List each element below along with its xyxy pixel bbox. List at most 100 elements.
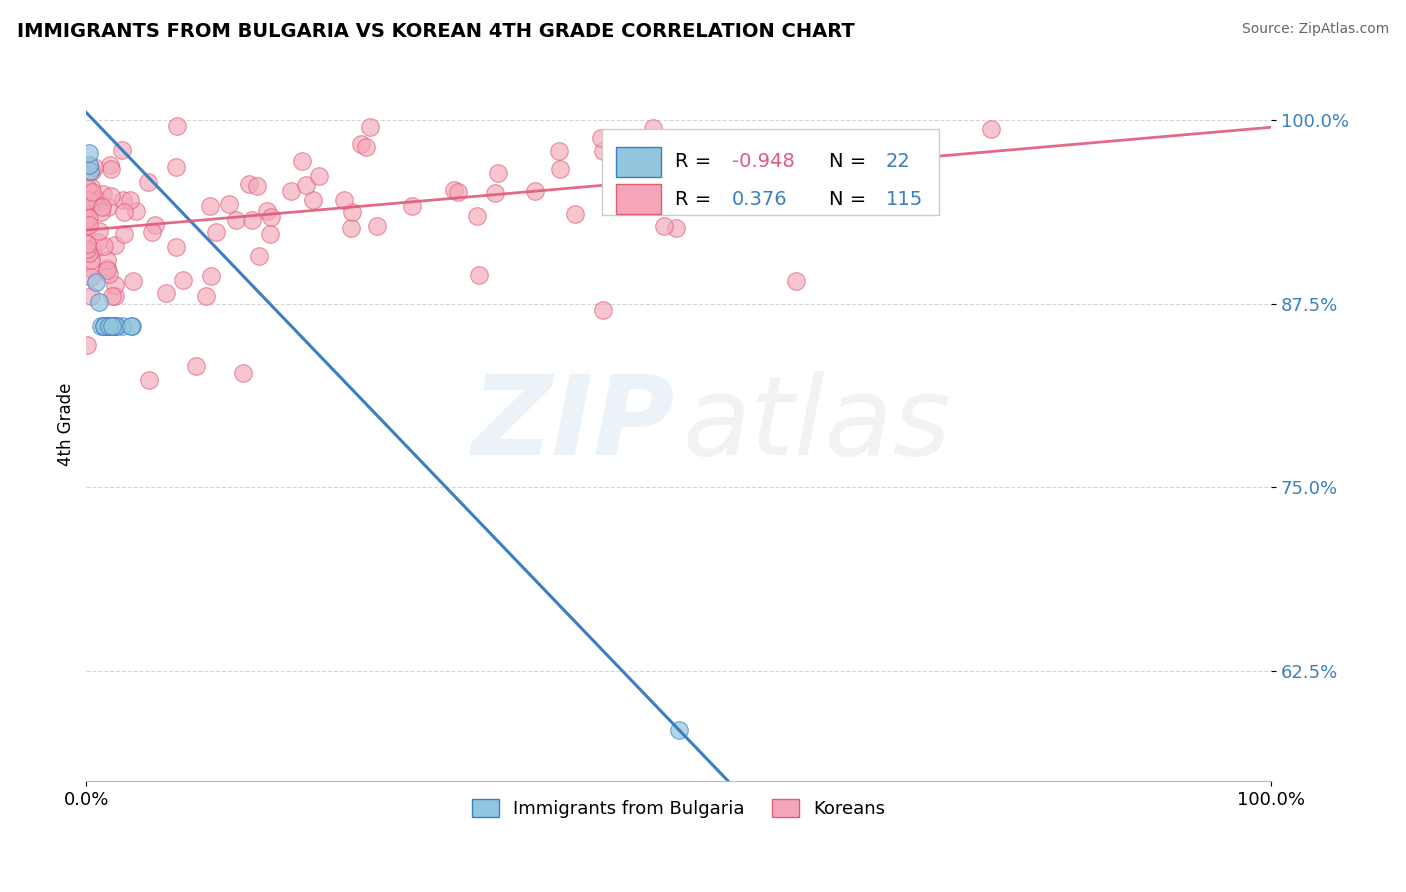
- Point: [98, 158, 121, 172]
- Point: [76, 181, 98, 195]
- Point: [77, 211, 100, 225]
- Point: [550, 162, 572, 177]
- Point: [636, 161, 658, 176]
- Point: [93, 318, 115, 333]
- Point: [87, 294, 110, 309]
- Point: [96, 261, 118, 276]
- Point: [86, 275, 108, 289]
- Point: [172, 273, 194, 287]
- Point: [340, 205, 363, 219]
- Point: [91, 201, 114, 215]
- Point: [238, 177, 260, 191]
- Legend: Immigrants from Bulgaria, Koreans: Immigrants from Bulgaria, Koreans: [464, 791, 893, 825]
- Point: [80, 199, 103, 213]
- Point: [112, 227, 135, 241]
- Point: [592, 302, 614, 317]
- Bar: [616, 185, 661, 214]
- Point: [484, 186, 506, 200]
- Text: IMMIGRANTS FROM BULGARIA VS KOREAN 4TH GRADE CORRELATION CHART: IMMIGRANTS FROM BULGARIA VS KOREAN 4TH G…: [17, 22, 855, 41]
- Point: [77, 193, 100, 207]
- Point: [465, 209, 488, 223]
- Point: [98, 318, 121, 333]
- Point: [980, 121, 1002, 136]
- Point: [77, 158, 100, 172]
- Point: [89, 224, 111, 238]
- Text: N =: N =: [830, 152, 873, 171]
- Point: [218, 196, 240, 211]
- Point: [112, 205, 135, 219]
- Point: [650, 164, 672, 178]
- Point: [350, 137, 373, 152]
- Point: [76, 180, 98, 194]
- Point: [93, 318, 115, 333]
- Point: [564, 207, 586, 221]
- Point: [592, 145, 614, 159]
- Text: -0.948: -0.948: [733, 152, 794, 171]
- Point: [79, 163, 101, 178]
- Point: [104, 238, 127, 252]
- Point: [591, 131, 613, 145]
- Point: [356, 140, 378, 154]
- Point: [652, 219, 675, 234]
- Point: [79, 260, 101, 275]
- Point: [198, 199, 221, 213]
- Point: [96, 252, 118, 267]
- Point: [246, 178, 269, 193]
- Text: ZIP: ZIP: [471, 371, 675, 478]
- Point: [785, 274, 807, 288]
- Point: [104, 289, 127, 303]
- Point: [665, 221, 688, 235]
- Point: [97, 318, 120, 333]
- Point: [200, 269, 222, 284]
- Text: N =: N =: [830, 190, 873, 209]
- Point: [467, 268, 489, 283]
- Point: [120, 318, 142, 333]
- Point: [136, 175, 159, 189]
- Point: [97, 267, 120, 281]
- Point: [240, 213, 263, 227]
- Y-axis label: 4th Grade: 4th Grade: [58, 383, 75, 467]
- Point: [87, 235, 110, 249]
- Point: [96, 262, 118, 277]
- Point: [76, 208, 98, 222]
- Point: [93, 239, 115, 253]
- Point: [76, 338, 98, 352]
- Point: [280, 184, 302, 198]
- Point: [486, 166, 509, 180]
- Point: [225, 213, 247, 227]
- Point: [83, 160, 105, 174]
- Point: [82, 243, 104, 257]
- Point: [94, 318, 117, 333]
- Point: [612, 146, 634, 161]
- Point: [80, 186, 103, 200]
- Point: [104, 318, 127, 333]
- Point: [76, 219, 98, 233]
- Point: [80, 252, 103, 267]
- Text: R =: R =: [675, 152, 717, 171]
- Point: [232, 366, 254, 380]
- Point: [548, 144, 571, 158]
- Point: [111, 194, 134, 208]
- Point: [101, 289, 124, 303]
- Point: [723, 157, 745, 171]
- Point: [165, 160, 187, 174]
- Point: [333, 194, 356, 208]
- Point: [103, 277, 125, 292]
- Point: [111, 318, 134, 333]
- Text: R =: R =: [675, 190, 717, 209]
- Bar: [616, 146, 661, 177]
- Point: [143, 218, 166, 232]
- Point: [205, 225, 228, 239]
- Point: [76, 236, 98, 251]
- Text: 22: 22: [886, 152, 911, 171]
- Point: [775, 156, 797, 170]
- Point: [695, 173, 717, 187]
- Point: [713, 196, 735, 211]
- Point: [443, 183, 465, 197]
- Point: [103, 318, 125, 333]
- Point: [259, 210, 281, 224]
- Point: [76, 242, 98, 256]
- Point: [97, 200, 120, 214]
- Point: [359, 120, 381, 135]
- Point: [166, 120, 188, 134]
